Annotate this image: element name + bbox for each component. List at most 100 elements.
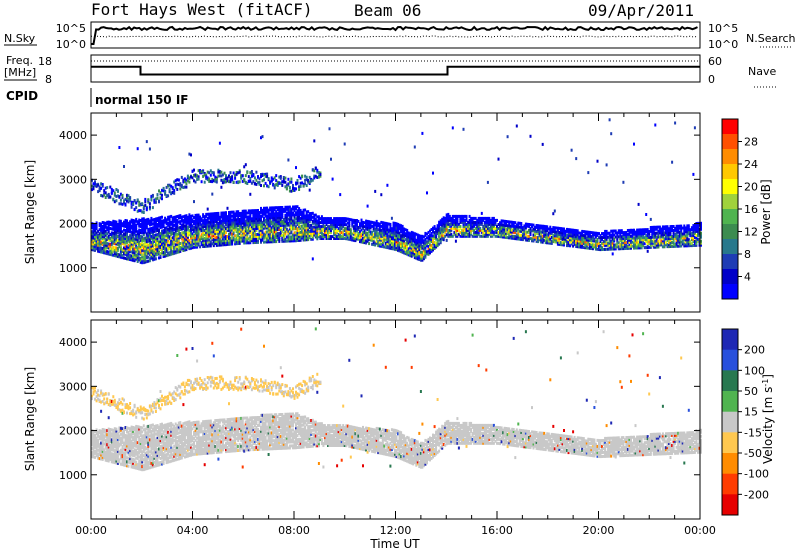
power-cell (153, 249, 156, 253)
power-cell (400, 224, 403, 228)
power-cell (109, 248, 112, 252)
power-cell (296, 239, 299, 242)
power-cell (170, 222, 173, 226)
power-cell (234, 214, 237, 218)
power-cell (677, 240, 680, 244)
power-cell (229, 230, 232, 234)
power-cell (115, 220, 118, 224)
power-cell (168, 190, 171, 194)
power-cell (429, 245, 431, 249)
power-cell (346, 225, 349, 229)
power-cell (362, 224, 364, 228)
power-cell (113, 238, 116, 242)
power-cell (637, 234, 640, 238)
power-cell (270, 222, 273, 226)
power-cell (130, 234, 133, 238)
power-cell (258, 177, 261, 181)
power-cell (363, 241, 366, 245)
power-cell (255, 217, 258, 221)
power-cell (221, 225, 224, 229)
power-cell (299, 238, 302, 242)
power-cell (546, 235, 549, 239)
power-cell (186, 179, 189, 183)
power-cell (142, 245, 145, 249)
power-cell (500, 227, 503, 231)
power-cell (357, 219, 360, 223)
power-cell (103, 221, 106, 225)
power-cell (270, 179, 273, 183)
power-cell (159, 246, 162, 249)
power-cell (202, 245, 205, 248)
power-cell (179, 216, 182, 220)
power-cell (144, 250, 147, 254)
power-cell (295, 211, 297, 215)
power-cell (167, 235, 170, 239)
power-cell (292, 225, 294, 229)
power-cell (453, 222, 456, 226)
power-cell (439, 231, 442, 235)
power-cell (319, 237, 322, 240)
power-cell (209, 224, 212, 228)
power-cell (176, 187, 179, 191)
power-cell (220, 241, 223, 245)
power-cell (535, 224, 538, 227)
power-cell (304, 214, 307, 218)
power-cell (314, 235, 317, 239)
power-cell (282, 180, 285, 184)
power-cell (212, 214, 215, 218)
power-cell (136, 240, 139, 244)
power-cell (648, 230, 651, 233)
power-cell (538, 228, 541, 232)
power-cell (642, 232, 645, 236)
power-cell (273, 220, 276, 224)
power-cell (112, 225, 115, 229)
power-cell (103, 189, 106, 193)
power-cell (235, 214, 238, 218)
power-cell (343, 221, 346, 225)
power-cell (378, 242, 381, 246)
power-cell (133, 225, 136, 229)
power-cell (220, 225, 223, 229)
power-cell (276, 226, 279, 230)
power-cell (386, 240, 389, 244)
power-cell (372, 243, 375, 247)
power-cell (241, 229, 244, 233)
power-cell (619, 247, 622, 251)
power-cell (383, 235, 386, 239)
power-cell (250, 221, 253, 225)
power-cell (406, 236, 409, 240)
power-cell (622, 245, 625, 249)
power-cell (305, 216, 308, 220)
power-cell (270, 206, 273, 210)
power-cell (511, 234, 514, 238)
power-cell (491, 234, 494, 238)
power-cell (104, 249, 107, 253)
power-cell (534, 225, 536, 229)
power-cell (576, 245, 579, 249)
power-cell (292, 211, 294, 215)
power-cell (418, 236, 421, 240)
power-cell (342, 235, 345, 239)
power-cell (614, 243, 617, 247)
power-cell (147, 259, 150, 263)
power-cell (371, 242, 374, 246)
power-cell (270, 214, 273, 218)
power-cell (107, 236, 110, 240)
power-cell (255, 227, 258, 230)
power-cell (355, 219, 358, 222)
power-cell (263, 234, 265, 238)
power-cell (273, 206, 276, 210)
power-cell (267, 234, 270, 238)
power-cell (119, 239, 122, 243)
power-cell (164, 250, 167, 254)
power-cell (426, 240, 428, 244)
power-cell (348, 227, 351, 231)
power-cell (547, 239, 550, 243)
power-cell (237, 240, 240, 243)
power-cell (636, 234, 639, 238)
power-cell (561, 243, 564, 247)
power-cell (136, 250, 139, 254)
power-cell (138, 220, 141, 224)
power-cell (235, 222, 238, 226)
power-cell (351, 218, 354, 222)
